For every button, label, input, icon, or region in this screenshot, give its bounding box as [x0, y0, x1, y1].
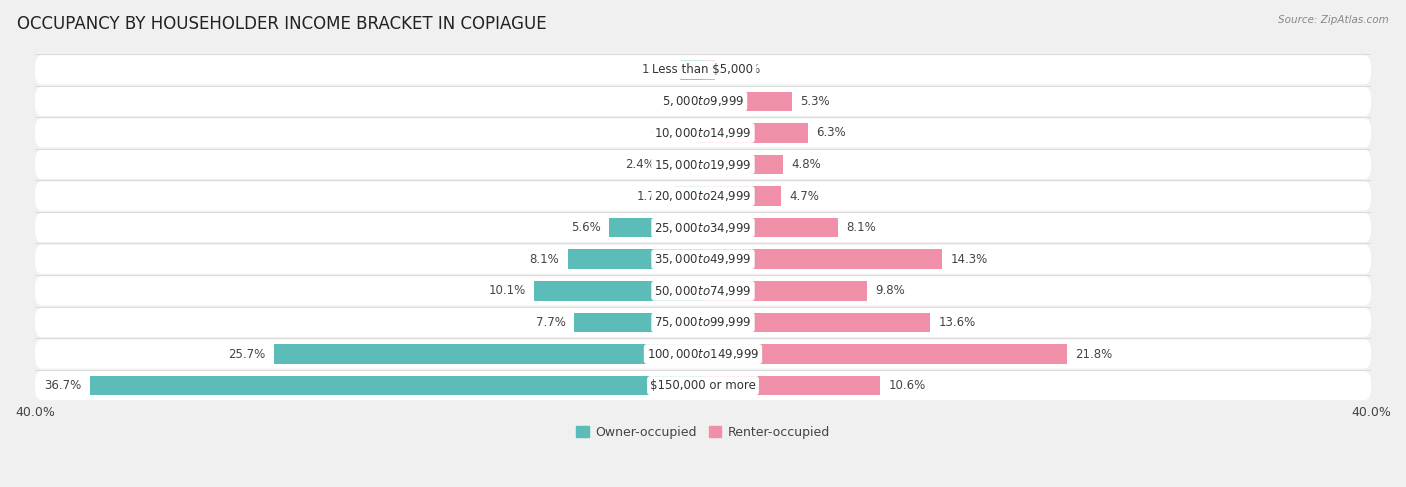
- Text: $75,000 to $99,999: $75,000 to $99,999: [654, 316, 752, 329]
- Bar: [703, 249, 942, 269]
- Text: Less than $5,000: Less than $5,000: [652, 63, 754, 76]
- Text: Source: ZipAtlas.com: Source: ZipAtlas.com: [1278, 15, 1389, 25]
- Bar: [568, 249, 703, 269]
- Bar: [697, 92, 703, 111]
- Text: 10.1%: 10.1%: [489, 284, 526, 298]
- Bar: [675, 187, 703, 206]
- Bar: [696, 123, 703, 143]
- FancyBboxPatch shape: [35, 87, 1371, 116]
- Bar: [703, 123, 808, 143]
- Bar: [662, 155, 703, 174]
- Bar: [703, 218, 838, 238]
- Text: 13.6%: 13.6%: [938, 316, 976, 329]
- Bar: [703, 313, 931, 332]
- Text: OCCUPANCY BY HOUSEHOLDER INCOME BRACKET IN COPIAGUE: OCCUPANCY BY HOUSEHOLDER INCOME BRACKET …: [17, 15, 547, 33]
- FancyBboxPatch shape: [35, 118, 1371, 148]
- Text: 8.1%: 8.1%: [846, 221, 876, 234]
- Bar: [534, 281, 703, 300]
- Text: 5.6%: 5.6%: [571, 221, 602, 234]
- Text: 25.7%: 25.7%: [228, 348, 266, 360]
- Text: 5.3%: 5.3%: [800, 95, 830, 108]
- Text: 14.3%: 14.3%: [950, 253, 987, 266]
- FancyBboxPatch shape: [35, 339, 1371, 369]
- Text: $15,000 to $19,999: $15,000 to $19,999: [654, 157, 752, 171]
- Text: 36.7%: 36.7%: [45, 379, 82, 392]
- Text: 2.4%: 2.4%: [624, 158, 655, 171]
- Text: $5,000 to $9,999: $5,000 to $9,999: [662, 94, 744, 108]
- Bar: [703, 376, 880, 395]
- Text: 0.41%: 0.41%: [651, 127, 688, 139]
- Text: 6.3%: 6.3%: [817, 127, 846, 139]
- Text: $25,000 to $34,999: $25,000 to $34,999: [654, 221, 752, 235]
- Bar: [575, 313, 703, 332]
- FancyBboxPatch shape: [35, 55, 1371, 84]
- Bar: [609, 218, 703, 238]
- Bar: [703, 155, 783, 174]
- Text: 21.8%: 21.8%: [1076, 348, 1112, 360]
- FancyBboxPatch shape: [35, 371, 1371, 400]
- Bar: [90, 376, 703, 395]
- Text: $20,000 to $24,999: $20,000 to $24,999: [654, 189, 752, 203]
- Text: 0.3%: 0.3%: [659, 95, 689, 108]
- Text: 4.7%: 4.7%: [790, 189, 820, 203]
- Bar: [703, 344, 1067, 364]
- Bar: [703, 281, 866, 300]
- Text: 1.4%: 1.4%: [641, 63, 671, 76]
- Bar: [679, 60, 703, 79]
- Text: $35,000 to $49,999: $35,000 to $49,999: [654, 252, 752, 266]
- Text: 4.8%: 4.8%: [792, 158, 821, 171]
- Text: 0.74%: 0.74%: [724, 63, 761, 76]
- FancyBboxPatch shape: [35, 308, 1371, 337]
- Text: 1.7%: 1.7%: [637, 189, 666, 203]
- Text: $100,000 to $149,999: $100,000 to $149,999: [647, 347, 759, 361]
- FancyBboxPatch shape: [35, 245, 1371, 274]
- Bar: [703, 187, 782, 206]
- Bar: [274, 344, 703, 364]
- Text: $10,000 to $14,999: $10,000 to $14,999: [654, 126, 752, 140]
- Text: 7.7%: 7.7%: [536, 316, 567, 329]
- Text: $50,000 to $74,999: $50,000 to $74,999: [654, 284, 752, 298]
- FancyBboxPatch shape: [35, 276, 1371, 305]
- FancyBboxPatch shape: [35, 213, 1371, 242]
- Text: 10.6%: 10.6%: [889, 379, 925, 392]
- Text: 8.1%: 8.1%: [530, 253, 560, 266]
- Bar: [703, 60, 716, 79]
- FancyBboxPatch shape: [35, 182, 1371, 210]
- Text: $150,000 or more: $150,000 or more: [650, 379, 756, 392]
- FancyBboxPatch shape: [35, 150, 1371, 179]
- Text: 9.8%: 9.8%: [875, 284, 905, 298]
- Legend: Owner-occupied, Renter-occupied: Owner-occupied, Renter-occupied: [571, 421, 835, 444]
- Bar: [703, 92, 792, 111]
